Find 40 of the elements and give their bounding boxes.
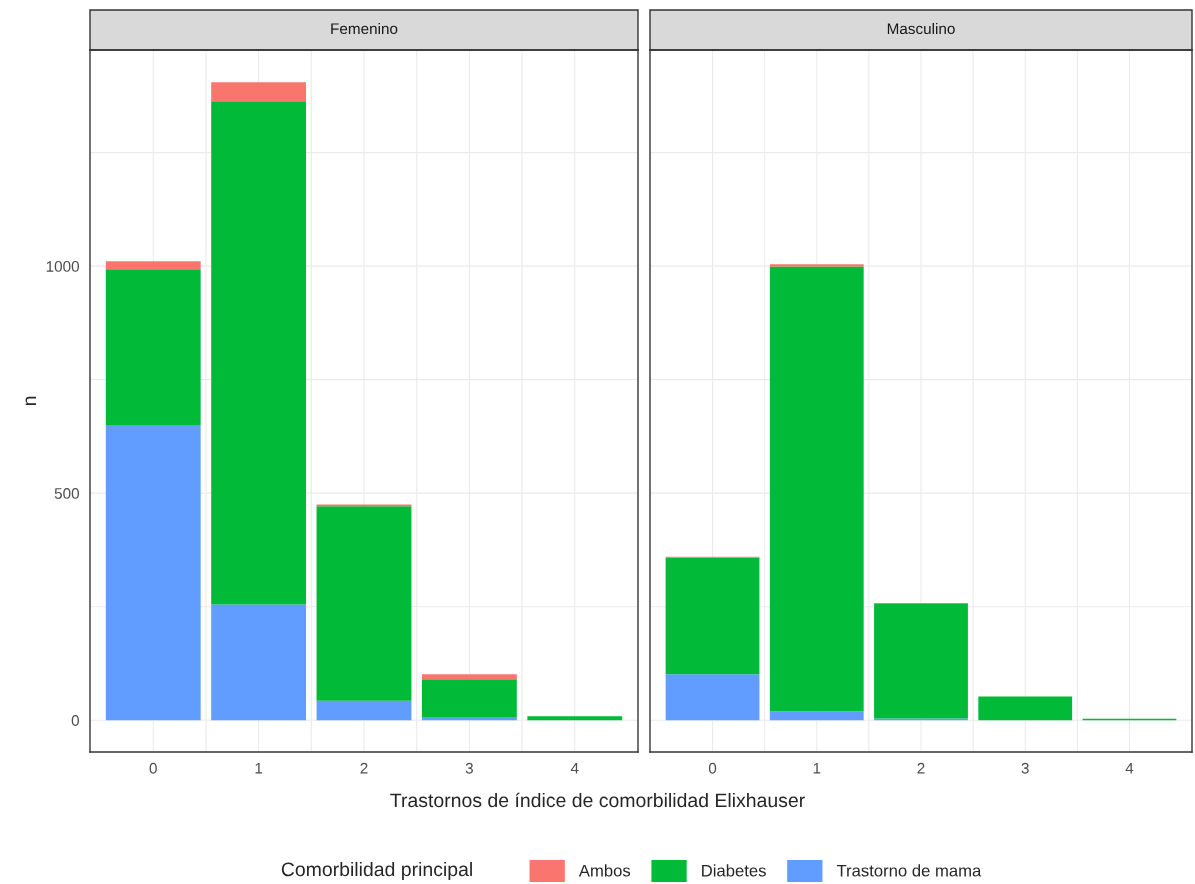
- chart-title: Femenino: [331, 22, 398, 35]
- x-tick-label: 1: [813, 762, 821, 774]
- x-tick-label: 1: [255, 762, 263, 774]
- x-tick-label: 3: [1021, 762, 1029, 774]
- x-axis-title: Trastornos de índice de comorbilidad Elixhauser: [390, 792, 805, 808]
- legend-label: Trastorno de mama: [836, 864, 982, 877]
- y-tick-label: 0: [71, 715, 79, 726]
- bar: [874, 603, 968, 719]
- bar: [421, 674, 517, 680]
- y-tick-label: 1000: [46, 261, 79, 272]
- bar: [316, 506, 412, 701]
- bar: [769, 264, 864, 267]
- bar: [769, 711, 864, 721]
- bar: [421, 679, 517, 718]
- legend-label: Diabetes: [702, 864, 766, 877]
- bar: [316, 700, 412, 721]
- y-tick-label: 500: [54, 488, 79, 499]
- bar: [421, 717, 517, 721]
- bar: [105, 269, 201, 426]
- legend-label: Ambos: [578, 864, 631, 877]
- bar: [211, 82, 307, 102]
- bar: [105, 261, 201, 270]
- bar: [665, 674, 760, 721]
- x-tick-label: 0: [149, 762, 157, 774]
- bar: [665, 557, 760, 675]
- x-tick-label: 4: [570, 762, 579, 774]
- bar: [527, 716, 623, 721]
- bar: [211, 101, 307, 605]
- y-axis-title: n: [25, 396, 37, 406]
- bar: [105, 425, 201, 721]
- x-tick-label: 0: [708, 762, 717, 774]
- x-tick-label: 4: [1125, 762, 1134, 774]
- chart-title: Masculino: [887, 22, 955, 35]
- x-tick-label: 2: [360, 762, 368, 774]
- legend-title: Comorbilidad principal: [281, 861, 472, 881]
- bar: [769, 266, 864, 712]
- bar: [211, 604, 307, 721]
- x-tick-label: 2: [917, 762, 925, 774]
- bar: [978, 696, 1073, 721]
- x-tick-label: 3: [465, 762, 473, 774]
